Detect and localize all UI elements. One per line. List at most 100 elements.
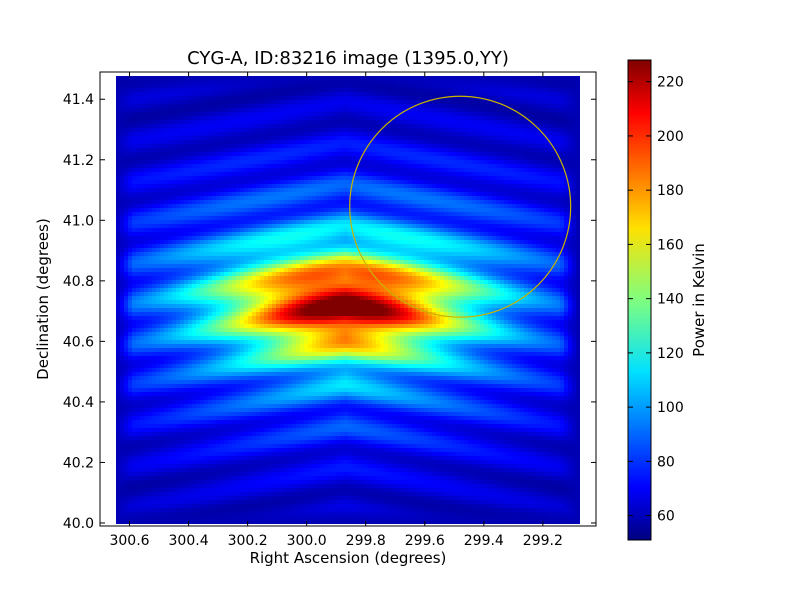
heatmap-cell: [448, 80, 453, 85]
heatmap-cell: [588, 228, 593, 233]
heatmap-cell: [128, 100, 133, 105]
heatmap-cell: [556, 116, 561, 121]
heatmap-cell: [244, 172, 249, 177]
heatmap-cell: [520, 84, 525, 89]
heatmap-cell: [468, 176, 473, 181]
heatmap-cell: [280, 108, 285, 113]
heatmap-cell: [300, 112, 305, 117]
heatmap-cell: [492, 120, 497, 125]
heatmap-cell: [120, 132, 125, 137]
heatmap-cell: [472, 72, 477, 77]
heatmap-cell: [268, 100, 273, 105]
heatmap-cell: [240, 84, 245, 89]
heatmap-cell: [408, 92, 413, 97]
heatmap-cell: [348, 84, 353, 89]
heatmap-cell: [552, 216, 557, 221]
heatmap-cell: [216, 144, 221, 149]
heatmap-cell: [564, 124, 569, 129]
heatmap-cell: [200, 204, 205, 209]
heatmap-cell: [560, 108, 565, 113]
heatmap-cell: [228, 196, 233, 201]
heatmap-cell: [564, 208, 569, 213]
heatmap-cell: [448, 124, 453, 129]
heatmap-cell: [208, 104, 213, 109]
heatmap-cell: [560, 176, 565, 181]
heatmap-cell: [212, 196, 217, 201]
heatmap-cell: [472, 192, 477, 197]
heatmap-cell: [132, 136, 137, 141]
heatmap-cell: [192, 140, 197, 145]
heatmap-cell: [284, 140, 289, 145]
heatmap-cell: [312, 224, 317, 229]
heatmap-cell: [420, 148, 425, 153]
heatmap-cell: [204, 132, 209, 137]
heatmap-cell: [164, 116, 169, 121]
heatmap-cell: [392, 208, 397, 213]
heatmap-cell: [372, 224, 377, 229]
heatmap-cell: [464, 116, 469, 121]
heatmap-cell: [544, 152, 549, 157]
heatmap-cell: [216, 224, 221, 229]
heatmap-cell: [536, 192, 541, 197]
heatmap-cell: [308, 212, 313, 217]
heatmap-cell: [328, 156, 333, 161]
heatmap-cell: [280, 196, 285, 201]
heatmap-cell: [540, 152, 545, 157]
heatmap-cell: [436, 192, 441, 197]
heatmap-cell: [304, 196, 309, 201]
heatmap-cell: [240, 88, 245, 93]
heatmap-cell: [180, 120, 185, 125]
heatmap-cell: [324, 156, 329, 161]
heatmap-cell: [236, 96, 241, 101]
heatmap-cell: [500, 208, 505, 213]
heatmap-cell: [292, 100, 297, 105]
heatmap-cell: [556, 196, 561, 201]
heatmap-cell: [476, 180, 481, 185]
heatmap-cell: [460, 108, 465, 113]
heatmap-cell: [136, 220, 141, 225]
heatmap-cell: [232, 192, 237, 197]
heatmap-cell: [372, 220, 377, 225]
heatmap-cell: [272, 228, 277, 233]
heatmap-cell: [376, 180, 381, 185]
heatmap-cell: [176, 112, 181, 117]
heatmap-cell: [116, 184, 121, 189]
heatmap-cell: [496, 132, 501, 137]
heatmap-cell: [472, 88, 477, 93]
heatmap-cell: [136, 140, 141, 145]
heatmap-cell: [372, 196, 377, 201]
heatmap-cell: [372, 92, 377, 97]
heatmap-cell: [412, 216, 417, 221]
heatmap-cell: [464, 88, 469, 93]
heatmap-cell: [520, 144, 525, 149]
heatmap-cell: [528, 140, 533, 145]
heatmap-cell: [280, 224, 285, 229]
heatmap-cell: [336, 116, 341, 121]
heatmap-cell: [168, 92, 173, 97]
heatmap-cell: [488, 120, 493, 125]
heatmap-cell: [260, 92, 265, 97]
heatmap-cell: [408, 212, 413, 217]
heatmap-cell: [548, 184, 553, 189]
heatmap-cell: [296, 120, 301, 125]
heatmap-cell: [544, 208, 549, 213]
heatmap-cell: [388, 124, 393, 129]
heatmap-cell: [336, 224, 341, 229]
heatmap-cell: [132, 152, 137, 157]
heatmap-cell: [544, 180, 549, 185]
heatmap-cell: [472, 196, 477, 201]
heatmap-cell: [348, 168, 353, 173]
heatmap-cell: [560, 212, 565, 217]
heatmap-cell: [176, 140, 181, 145]
heatmap-cell: [260, 196, 265, 201]
heatmap-cell: [488, 156, 493, 161]
heatmap-cell: [428, 132, 433, 137]
heatmap-cell: [304, 100, 309, 105]
heatmap-cell: [456, 108, 461, 113]
heatmap-cell: [188, 100, 193, 105]
heatmap-cell: [228, 168, 233, 173]
heatmap-cell: [216, 132, 221, 137]
heatmap-cell: [540, 224, 545, 229]
heatmap-cell: [592, 92, 596, 97]
heatmap-cell: [576, 116, 581, 121]
